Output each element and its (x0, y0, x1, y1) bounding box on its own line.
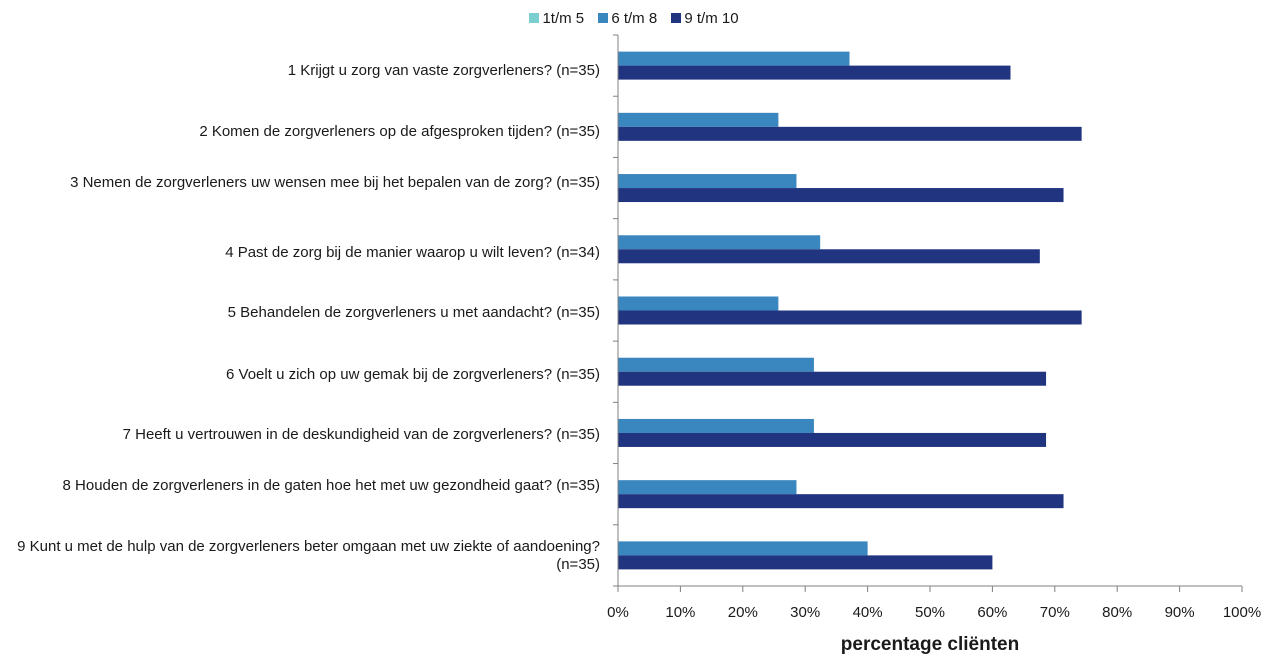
category-label-3: 3 Nemen de zorgverleners uw wensen mee b… (70, 174, 600, 191)
category-label-9: 9 Kunt u met de hulp van de zorgverlener… (17, 538, 600, 573)
x-tick-label-0: 0% (607, 604, 629, 621)
bar-series3-cat4 (618, 249, 1040, 264)
x-tick-label-20: 20% (727, 604, 758, 621)
bar-series2-cat6 (618, 357, 814, 372)
category-label-1: 1 Krijgt u zorg van vaste zorgverleners?… (287, 62, 600, 79)
bar-series3-cat6 (618, 371, 1047, 386)
x-axis-title: percentage cliënten (840, 634, 1020, 655)
x-tick-label-10: 10% (665, 604, 696, 621)
bar-series2-cat3 (618, 174, 797, 189)
legend-item-9-t-m-10: 9 t/m 10 (671, 10, 739, 27)
legend-swatch-9-t-m-10 (671, 13, 682, 23)
legend-swatch-6-t-m-8 (598, 13, 609, 23)
bar-series2-cat1 (618, 51, 850, 66)
bar-series2-cat7 (618, 418, 814, 433)
category-label-6: 6 Voelt u zich op uw gemak bij de zorgve… (226, 366, 600, 383)
x-tick-label-40: 40% (852, 604, 883, 621)
bar-series3-cat8 (618, 494, 1064, 509)
bar-series3-cat5 (618, 310, 1082, 325)
bar-series3-cat3 (618, 188, 1064, 203)
bar-series3-cat7 (618, 432, 1047, 447)
x-tick-label-80: 80% (1102, 604, 1133, 621)
x-tick-label-90: 90% (1164, 604, 1195, 621)
category-label-7: 7 Heeft u vertrouwen in de deskundigheid… (122, 426, 600, 443)
bar-series2-cat5 (618, 296, 779, 311)
x-tick-label-50: 50% (914, 604, 946, 621)
legend: 1t/m 5 6 t/m 8 9 t/m 10 (0, 10, 1268, 27)
category-label-4: 4 Past de zorg bij de manier waarop u wi… (225, 244, 600, 261)
legend-label-6-t-m-8: 6 t/m 8 (611, 10, 658, 27)
x-tick-label-70: 70% (1039, 604, 1070, 621)
bar-series3-cat2 (618, 126, 1082, 141)
bar-series3-cat9 (618, 555, 993, 570)
legend-swatch-1t-m-5 (529, 13, 540, 23)
bar-series2-cat2 (618, 112, 779, 127)
x-tick-label-100: 100% (1222, 604, 1262, 621)
legend-item-1t-m-5: 1t/m 5 (529, 10, 584, 27)
bar-series2-cat9 (618, 541, 868, 556)
legend-label-1t-m-5: 1t/m 5 (542, 10, 585, 27)
legend-label-9-t-m-10: 9 t/m 10 (684, 10, 739, 27)
bar-series2-cat8 (618, 480, 797, 495)
bar-series3-cat1 (618, 65, 1011, 80)
category-label-8: 8 Houden de zorgverleners in de gaten ho… (62, 477, 600, 494)
x-tick-label-60: 60% (977, 604, 1008, 621)
category-label-5: 5 Behandelen de zorgverleners u met aand… (227, 304, 600, 321)
bar-series2-cat4 (618, 235, 821, 250)
legend-item-6-t-m-8: 6 t/m 8 (598, 10, 657, 27)
category-label-2: 2 Komen de zorgverleners op de afgesprok… (199, 123, 600, 140)
x-tick-label-30: 30% (790, 604, 821, 621)
